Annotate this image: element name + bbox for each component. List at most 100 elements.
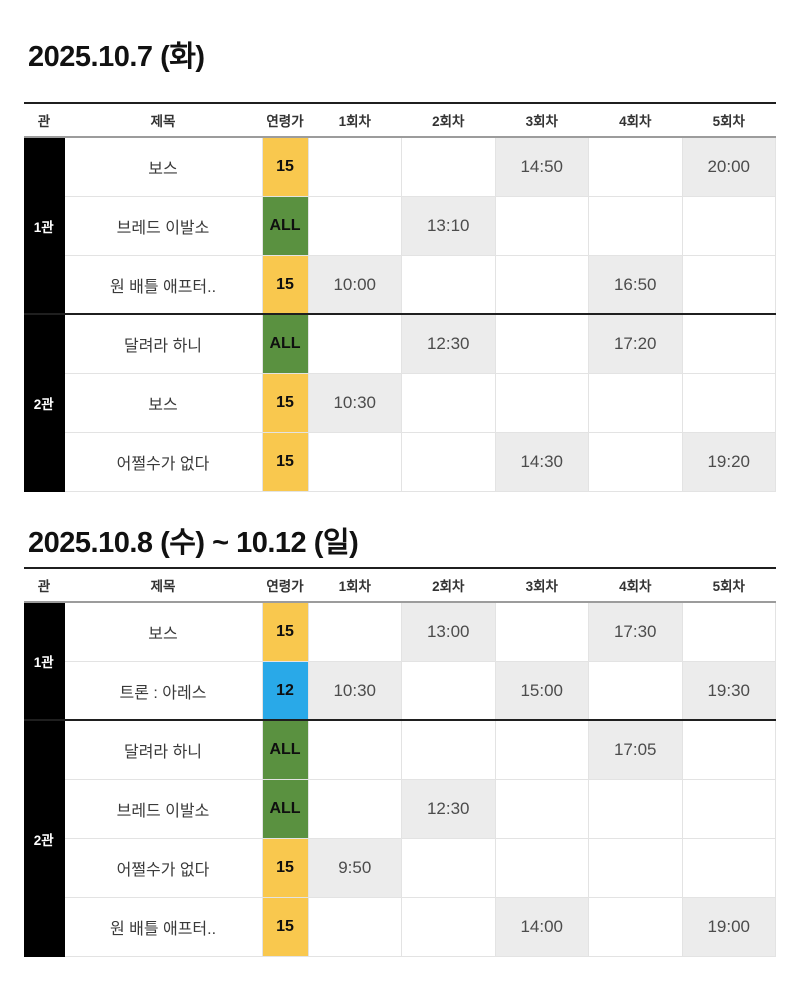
rating-badge: 15	[261, 601, 309, 662]
showtime-cell-empty	[681, 254, 776, 315]
movie-title-cell: 어쩔수가 없다	[63, 837, 263, 898]
rating-badge: ALL	[261, 719, 309, 780]
column-header-round-4: 4회차	[588, 103, 682, 139]
schedule-date-title: 2025.10.8 (수) ~ 10.12 (일)	[28, 526, 359, 559]
rating-badge: ALL	[261, 778, 309, 839]
column-header-round-5: 5회차	[682, 568, 776, 604]
schedule-row: 보스 15 10:30	[24, 372, 776, 433]
movie-title-cell: 브레드 이발소	[63, 778, 263, 839]
column-header-theater: 관	[24, 103, 64, 139]
showtime-cell-empty	[494, 195, 589, 256]
movie-title-cell: 트론 : 아레스	[63, 660, 263, 721]
column-header-round-3: 3회차	[495, 568, 589, 604]
movie-title-cell: 보스	[63, 601, 263, 662]
showtime-cell[interactable]: 17:20	[588, 313, 683, 374]
showtime-cell[interactable]: 9:50	[307, 837, 402, 898]
theater-cell: 1관	[24, 601, 65, 721]
schedule-row: 브레드 이발소 ALL 12:30	[24, 778, 776, 839]
schedule-row: 원 배틀 애프터.. 15 14:00 19:00	[24, 896, 776, 957]
showtime-cell-empty	[401, 719, 496, 780]
rating-badge: ALL	[261, 195, 309, 256]
showtime-cell-empty	[494, 601, 589, 662]
column-header-rating: 연령가	[262, 568, 308, 604]
showtime-cell[interactable]: 15:00	[494, 660, 589, 721]
showtime-cell-empty	[494, 778, 589, 839]
movie-title-cell: 원 배틀 애프터..	[63, 254, 263, 315]
showtime-cell[interactable]: 19:00	[681, 896, 776, 957]
rating-badge: 15	[261, 837, 309, 898]
timetable-body: 1관 보스 15 13:00 17:30 트론 : 아레스 12 10:30 15:00 19:3…	[24, 601, 776, 957]
column-header-theater: 관	[24, 568, 64, 604]
timetable-body: 1관 보스 15 14:50 20:00 브레드 이발소 ALL 13:10 원 배틀 애프터.…	[24, 136, 776, 492]
showtime-cell[interactable]: 10:30	[307, 660, 402, 721]
showtime-cell[interactable]: 19:20	[681, 431, 776, 492]
schedule-section-tuesday: 2025.10.7 (화) 관 제목 연령가 1회차 2회차 3회차 4회차 5회차 1관 보스…	[24, 0, 776, 492]
showtime-cell-empty	[307, 719, 402, 780]
showtime-cell-empty	[494, 719, 589, 780]
showtime-cell-empty	[307, 136, 402, 197]
timetable-tuesday: 관 제목 연령가 1회차 2회차 3회차 4회차 5회차 1관 보스 15 14:50 20:00 브레…	[24, 102, 776, 492]
movie-title-cell: 보스	[63, 372, 263, 433]
showtime-cell-empty	[588, 136, 683, 197]
showtime-cell-empty	[588, 837, 683, 898]
showtime-cell-empty	[307, 601, 402, 662]
showtime-cell-empty	[307, 778, 402, 839]
rating-badge: 12	[261, 660, 309, 721]
timetable-header: 관 제목 연령가 1회차 2회차 3회차 4회차 5회차	[24, 103, 776, 139]
schedule-row: 2관 달려라 하니 ALL 17:05	[24, 719, 776, 957]
rating-badge: 15	[261, 431, 309, 492]
showtime-cell-empty	[588, 778, 683, 839]
showtime-cell-empty	[588, 660, 683, 721]
schedule-row: 2관 달려라 하니 ALL 12:30 17:20	[24, 313, 776, 492]
schedule-row: 원 배틀 애프터.. 15 10:00 16:50	[24, 254, 776, 315]
showtime-cell[interactable]: 13:10	[401, 195, 496, 256]
schedule-row: 트론 : 아레스 12 10:30 15:00 19:30	[24, 660, 776, 721]
showtime-cell-empty	[494, 254, 589, 315]
showtime-cell-empty	[401, 837, 496, 898]
showtime-cell-empty	[681, 719, 776, 780]
column-header-round-2: 2회차	[401, 568, 495, 604]
movie-title-cell: 보스	[63, 136, 263, 197]
schedule-section-wed-to-sun: 2025.10.8 (수) ~ 10.12 (일) 관 제목 연령가 1회차 2회차 3회…	[24, 492, 776, 957]
showtime-cell-empty	[401, 660, 496, 721]
showtime-cell[interactable]: 14:30	[494, 431, 589, 492]
showtime-cell-empty	[307, 195, 402, 256]
column-header-round-1: 1회차	[308, 568, 402, 604]
showtime-cell-empty	[401, 136, 496, 197]
showtime-cell-empty	[401, 431, 496, 492]
showtime-cell[interactable]: 12:30	[401, 778, 496, 839]
showtime-cell-empty	[681, 195, 776, 256]
showtime-cell[interactable]: 16:50	[588, 254, 683, 315]
showtime-cell[interactable]: 19:30	[681, 660, 776, 721]
showtime-cell[interactable]: 10:00	[307, 254, 402, 315]
showtime-cell-empty	[494, 313, 589, 374]
showtime-cell[interactable]: 13:00	[401, 601, 496, 662]
schedule-row: 1관 보스 15 13:00 17:30	[24, 601, 776, 721]
showtime-cell-empty	[401, 372, 496, 433]
movie-title-cell: 달려라 하니	[63, 719, 263, 780]
showtime-cell-empty	[681, 601, 776, 662]
timetable-wed-to-sun: 관 제목 연령가 1회차 2회차 3회차 4회차 5회차 1관 보스 15 13:00 17:30 트론…	[24, 567, 776, 957]
showtime-cell[interactable]: 20:00	[681, 136, 776, 197]
showtime-cell[interactable]: 17:30	[588, 601, 683, 662]
column-header-round-3: 3회차	[495, 103, 589, 139]
column-header-round-4: 4회차	[588, 568, 682, 604]
rating-badge: ALL	[261, 313, 309, 374]
showtime-cell[interactable]: 14:50	[494, 136, 589, 197]
column-header-rating: 연령가	[262, 103, 308, 139]
showtime-cell[interactable]: 17:05	[588, 719, 683, 780]
showtime-cell[interactable]: 10:30	[307, 372, 402, 433]
movie-title-cell: 어쩔수가 없다	[63, 431, 263, 492]
showtime-cell-empty	[681, 313, 776, 374]
showtime-cell[interactable]: 14:00	[494, 896, 589, 957]
showtime-cell-empty	[588, 195, 683, 256]
timetable-header: 관 제목 연령가 1회차 2회차 3회차 4회차 5회차	[24, 568, 776, 604]
showtime-cell-empty	[588, 431, 683, 492]
showtime-cell-empty	[681, 372, 776, 433]
column-header-round-5: 5회차	[682, 103, 776, 139]
rating-badge: 15	[261, 372, 309, 433]
header-row: 관 제목 연령가 1회차 2회차 3회차 4회차 5회차	[24, 103, 776, 139]
showtime-cell-empty	[588, 372, 683, 433]
showtime-cell[interactable]: 12:30	[401, 313, 496, 374]
showtime-cell-empty	[307, 313, 402, 374]
